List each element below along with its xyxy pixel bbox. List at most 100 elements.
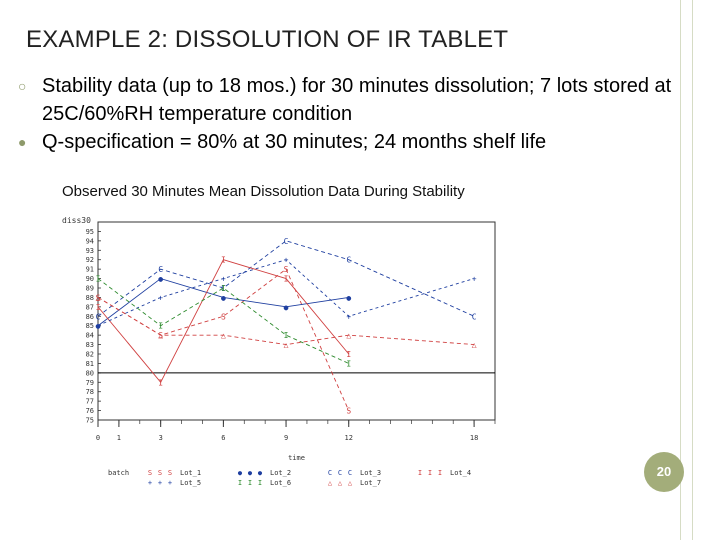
data-point-marker: ● bbox=[158, 275, 163, 284]
data-point-marker: S bbox=[346, 407, 351, 416]
data-point-marker: + bbox=[158, 293, 163, 302]
data-point-marker: I bbox=[96, 275, 101, 284]
data-point-marker: I bbox=[158, 322, 163, 331]
legend-marker: I bbox=[238, 479, 242, 487]
data-point-marker: △ bbox=[346, 331, 351, 340]
data-point-marker: S bbox=[221, 312, 226, 321]
data-point-marker: I bbox=[96, 303, 101, 312]
legend-marker: I bbox=[438, 469, 442, 477]
y-tick-label: 81 bbox=[86, 360, 94, 368]
legend-marker: I bbox=[428, 469, 432, 477]
y-tick-label: 86 bbox=[86, 313, 94, 321]
y-tick-label: 83 bbox=[86, 341, 94, 349]
data-point-marker: △ bbox=[96, 293, 101, 302]
data-point-marker: + bbox=[284, 256, 289, 265]
x-axis-label: time bbox=[288, 454, 305, 462]
legend-marker: I bbox=[258, 479, 262, 487]
y-tick-label: 77 bbox=[86, 398, 94, 406]
legend-label: Lot_1 bbox=[180, 469, 201, 477]
legend-label: Lot_7 bbox=[360, 479, 381, 487]
bullet-item: ● Q-specification = 80% at 30 minutes; 2… bbox=[18, 128, 678, 156]
y-tick-label: 87 bbox=[86, 303, 94, 311]
data-point-marker: C bbox=[158, 265, 163, 274]
y-tick-label: 95 bbox=[86, 228, 94, 236]
y-tick-label: 93 bbox=[86, 247, 94, 255]
y-tick-label: 88 bbox=[86, 294, 94, 302]
decorative-rule-right bbox=[692, 0, 693, 540]
y-tick-label: 78 bbox=[86, 388, 94, 396]
data-point-marker: C bbox=[284, 237, 289, 246]
y-tick-label: 82 bbox=[86, 351, 94, 359]
y-tick-label: 92 bbox=[86, 256, 94, 264]
legend-marker: ● bbox=[248, 469, 253, 477]
data-point-marker: △ bbox=[472, 341, 477, 350]
data-point-marker: ● bbox=[96, 322, 101, 331]
x-tick-label: 0 bbox=[96, 434, 100, 442]
legend-label: Lot_6 bbox=[270, 479, 291, 487]
data-point-marker: I bbox=[346, 350, 351, 359]
data-point-marker: I bbox=[284, 331, 289, 340]
legend-marker: C bbox=[348, 469, 352, 477]
data-point-marker: I bbox=[221, 284, 226, 293]
data-point-marker: C bbox=[346, 256, 351, 265]
legend-marker: ● bbox=[258, 469, 263, 477]
legend-marker: △ bbox=[328, 479, 333, 487]
series-line-lot-3 bbox=[97, 240, 475, 317]
legend-marker: ● bbox=[238, 469, 243, 477]
y-tick-label: 85 bbox=[86, 322, 94, 330]
legend-marker: S bbox=[148, 469, 152, 477]
bullet-list: ○ Stability data (up to 18 mos.) for 30 … bbox=[18, 72, 678, 156]
data-point-marker: ● bbox=[346, 293, 351, 302]
data-point-marker: C bbox=[96, 312, 101, 321]
filled-circle-bullet-icon: ● bbox=[18, 134, 27, 150]
legend-marker: I bbox=[418, 469, 422, 477]
series-line-lot-4 bbox=[97, 259, 350, 384]
legend-label: Lot_5 bbox=[180, 479, 201, 487]
series-line-lot-7 bbox=[97, 297, 475, 346]
bullet-text: Q-specification = 80% at 30 minutes; 24 … bbox=[42, 131, 547, 153]
data-point-marker: ● bbox=[221, 293, 226, 302]
y-tick-label: 79 bbox=[86, 379, 94, 387]
legend-marker: S bbox=[168, 469, 172, 477]
y-tick-label: 91 bbox=[86, 266, 94, 274]
legend-marker: C bbox=[328, 469, 332, 477]
dissolution-chart: diss307576777879808182838485868788899091… bbox=[62, 216, 496, 487]
x-tick-label: 1 bbox=[117, 434, 121, 442]
data-point-marker: + bbox=[96, 322, 101, 331]
data-point-marker: ● bbox=[284, 303, 289, 312]
legend-marker: + bbox=[148, 479, 152, 487]
legend-marker: C bbox=[338, 469, 342, 477]
y-tick-label: 89 bbox=[86, 285, 94, 293]
plot-frame bbox=[97, 221, 496, 421]
data-point-marker: + bbox=[472, 275, 477, 284]
legend-marker: △ bbox=[338, 479, 343, 487]
data-point-marker: △ bbox=[158, 331, 163, 340]
x-tick-label: 12 bbox=[345, 434, 353, 442]
legend-marker: + bbox=[168, 479, 172, 487]
chart-title: Observed 30 Minutes Mean Dissolution Dat… bbox=[62, 183, 465, 200]
data-point-marker: I bbox=[158, 378, 163, 387]
data-point-marker: I bbox=[221, 256, 226, 265]
data-point-marker: C bbox=[221, 284, 226, 293]
legend-title: batch bbox=[108, 469, 129, 477]
data-point-marker: S bbox=[158, 331, 163, 340]
legend-marker: + bbox=[158, 479, 162, 487]
x-tick-label: 18 bbox=[470, 434, 478, 442]
legend-label: Lot_2 bbox=[270, 469, 291, 477]
bullet-text: Stability data (up to 18 mos.) for 30 mi… bbox=[42, 75, 672, 125]
data-point-marker: I bbox=[284, 275, 289, 284]
series-line-lot-6 bbox=[97, 278, 349, 364]
y-tick-label: 80 bbox=[86, 369, 94, 377]
legend-marker: S bbox=[158, 469, 162, 477]
legend-label: Lot_4 bbox=[450, 469, 471, 477]
data-point-marker: I bbox=[346, 359, 351, 368]
x-tick-label: 3 bbox=[159, 434, 163, 442]
series-line-lot-1 bbox=[97, 268, 350, 411]
bullet-item: ○ Stability data (up to 18 mos.) for 30 … bbox=[18, 72, 678, 128]
y-axis-label: diss30 bbox=[62, 216, 91, 225]
slide-title: EXAMPLE 2: DISSOLUTION OF IR TABLET bbox=[26, 26, 509, 53]
data-point-marker: △ bbox=[221, 331, 226, 340]
x-tick-label: 9 bbox=[284, 434, 288, 442]
hollow-circle-bullet-icon: ○ bbox=[18, 78, 27, 94]
legend-marker: △ bbox=[348, 479, 353, 487]
